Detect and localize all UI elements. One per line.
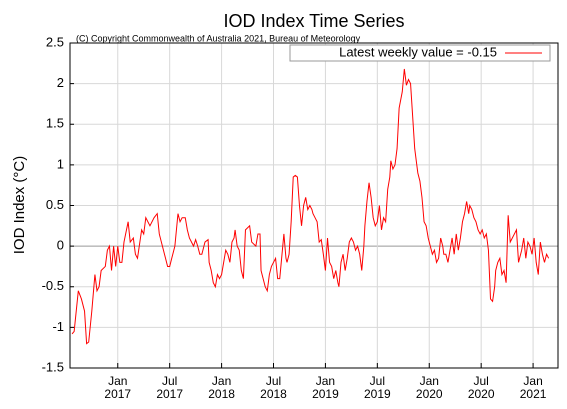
x-tick-label: 2021 xyxy=(520,387,547,401)
x-tick-label: Jul xyxy=(473,374,488,388)
x-tick-label: Jan xyxy=(523,374,542,388)
y-tick-label: -1 xyxy=(52,319,64,334)
y-tick-label: -1.5 xyxy=(42,359,64,374)
y-tick-label: 0 xyxy=(57,238,64,253)
y-axis-label: IOD Index (°C) xyxy=(11,156,28,255)
data-line xyxy=(71,68,550,345)
y-tick-label: 2 xyxy=(57,75,64,90)
x-tick-label: Jan xyxy=(316,374,335,388)
x-tick-label: Jul xyxy=(266,374,281,388)
chart-title: IOD Index Time Series xyxy=(223,11,404,31)
legend-label: Latest weekly value = -0.15 xyxy=(339,44,497,59)
x-tick-label: 2019 xyxy=(312,387,339,401)
x-tick-label: Jan xyxy=(108,374,127,388)
y-tick-label: 2.5 xyxy=(46,34,64,49)
x-tick-label: 2017 xyxy=(156,387,183,401)
y-tick-label: 0.5 xyxy=(46,197,64,212)
x-tick-label: 2017 xyxy=(104,387,131,401)
plot-frame xyxy=(69,42,559,369)
chart-subtitle: (C) Copyright Commonwealth of Australia … xyxy=(76,33,361,43)
x-tick-label: 2018 xyxy=(208,387,235,401)
x-tick-label: Jul xyxy=(162,374,177,388)
x-tick-label: Jan xyxy=(420,374,439,388)
y-tick-label: -0.5 xyxy=(42,278,64,293)
legend-box xyxy=(289,44,551,62)
y-tick-label: 1 xyxy=(57,156,64,171)
x-tick-label: Jan xyxy=(212,374,231,388)
x-tick-label: 2019 xyxy=(364,387,391,401)
x-tick-label: 2020 xyxy=(468,387,495,401)
x-tick-label: 2018 xyxy=(260,387,287,401)
x-tick-label: Jul xyxy=(370,374,385,388)
x-tick-label: 2020 xyxy=(416,387,443,401)
y-tick-label: 1.5 xyxy=(46,116,64,131)
